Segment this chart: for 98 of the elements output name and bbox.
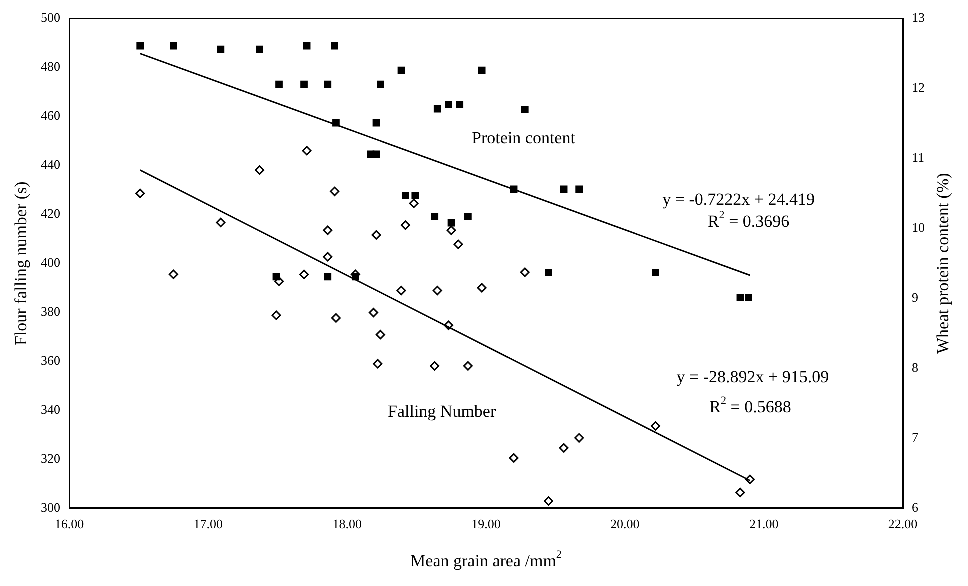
point	[559, 443, 569, 453]
y-tick-label: 460	[41, 108, 60, 124]
point	[330, 186, 340, 196]
point	[168, 270, 178, 280]
y-tick-label: 420	[41, 206, 60, 222]
point	[545, 269, 552, 276]
y2-tick-label: 11	[912, 150, 925, 166]
point	[509, 453, 519, 463]
y-tick-label: 400	[41, 255, 60, 270]
y2-tick-label: 13	[912, 10, 925, 26]
point	[323, 252, 333, 262]
y-tick-label: 360	[41, 352, 60, 368]
point	[431, 213, 439, 220]
point	[303, 42, 311, 50]
point	[478, 66, 486, 74]
y-tick-label: 320	[41, 450, 60, 466]
y-tick-label: 500	[41, 10, 60, 26]
point	[376, 80, 384, 88]
point	[331, 42, 339, 50]
point	[372, 230, 382, 240]
point	[510, 186, 518, 194]
point	[560, 186, 568, 194]
point	[170, 42, 178, 50]
annotation: Falling Number	[388, 402, 496, 421]
point	[521, 106, 529, 114]
point	[444, 320, 454, 330]
point	[256, 46, 264, 54]
y-tick-label: 440	[41, 157, 60, 172]
y-tick-label: 480	[41, 59, 60, 74]
point	[574, 433, 584, 443]
point	[454, 240, 464, 250]
point	[463, 361, 473, 371]
point	[652, 269, 660, 276]
point	[446, 226, 456, 236]
annotation: Protein content	[472, 128, 576, 148]
point	[445, 101, 452, 109]
point	[372, 119, 380, 127]
point	[324, 80, 332, 88]
point	[430, 361, 440, 371]
point	[736, 488, 746, 498]
x-tick-label: 18.00	[332, 516, 362, 532]
point	[217, 46, 225, 54]
point	[331, 313, 341, 323]
point	[464, 213, 472, 220]
point	[576, 186, 584, 194]
annotation: y = -28.892x + 915.09	[676, 367, 830, 386]
point	[300, 80, 308, 88]
y-tick-label: 340	[41, 402, 60, 417]
point	[332, 119, 340, 127]
point	[302, 146, 312, 156]
point	[434, 105, 442, 113]
point	[745, 294, 752, 302]
x-tick-label: 16.00	[54, 516, 84, 532]
point	[216, 218, 226, 228]
point	[412, 192, 420, 200]
y2-axis-title: Wheat protein content (%)	[933, 173, 952, 354]
x-tick-label: 21.00	[749, 516, 779, 532]
x-tick-label: 17.00	[194, 516, 224, 532]
point	[368, 308, 378, 318]
point	[324, 273, 332, 281]
point	[136, 42, 144, 50]
y2-tick-label: 6	[912, 500, 919, 515]
point	[477, 283, 487, 293]
point	[456, 101, 464, 109]
point	[373, 359, 383, 369]
point	[400, 220, 410, 230]
point	[409, 198, 419, 208]
point	[650, 421, 660, 431]
point	[544, 496, 554, 506]
point	[372, 150, 380, 158]
point	[274, 276, 284, 286]
y-tick-label: 300	[41, 500, 60, 515]
x-tick-label: 20.00	[610, 516, 640, 532]
point	[396, 286, 406, 296]
y2-tick-label: 10	[912, 220, 925, 236]
point	[272, 310, 282, 320]
x-tick-label: 19.00	[472, 516, 501, 532]
point	[276, 80, 283, 88]
y-tick-label: 380	[41, 304, 60, 319]
y2-tick-label: 12	[912, 80, 925, 96]
point	[323, 226, 333, 236]
y2-tick-label: 7	[912, 430, 919, 445]
point	[398, 66, 406, 74]
x-tick-label: 22.00	[888, 516, 918, 532]
point	[448, 219, 456, 227]
point	[376, 330, 386, 340]
point	[745, 474, 755, 484]
y-axis-title: Flour falling number (s)	[11, 182, 30, 346]
point	[520, 268, 530, 278]
point	[402, 192, 410, 200]
point	[255, 166, 265, 176]
y2-tick-label: 8	[912, 360, 918, 375]
y2-tick-label: 9	[912, 290, 918, 305]
point	[136, 188, 146, 198]
annotation: y = -0.7222x + 24.419	[662, 190, 815, 209]
point	[432, 286, 442, 296]
point	[736, 294, 744, 302]
point	[300, 270, 310, 280]
